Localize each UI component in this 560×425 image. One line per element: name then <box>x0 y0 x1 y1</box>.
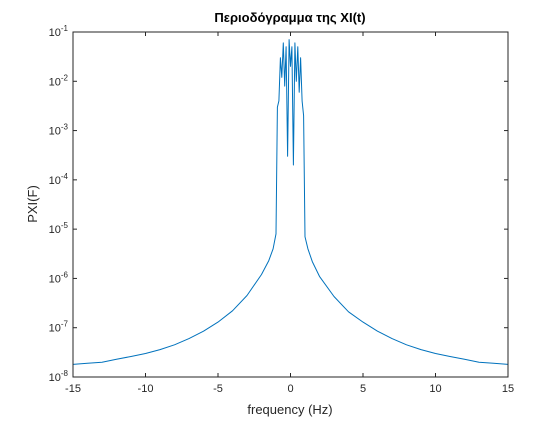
y-tick-label: 10-3 <box>49 123 69 138</box>
series-layer <box>72 39 509 365</box>
y-tick-label: 10-2 <box>49 73 69 88</box>
plot-area <box>73 32 508 377</box>
y-tick-label: 10-8 <box>49 369 69 384</box>
chart-title: Περιοδόγραμμα της XI(t) <box>214 10 365 25</box>
x-tick-label: 5 <box>360 383 366 395</box>
y-tick-label: 10-4 <box>49 172 69 187</box>
y-tick-label: 10-6 <box>49 270 69 285</box>
x-tick-label: -5 <box>213 383 223 395</box>
x-axis-label: frequency (Hz) <box>247 402 332 417</box>
y-tick-label: 10-1 <box>49 24 69 39</box>
axes-box <box>72 31 509 378</box>
x-tick-label: -10 <box>138 383 154 395</box>
y-tick-label: 10-5 <box>49 221 69 236</box>
x-tick-label: 10 <box>429 383 441 395</box>
x-tick-label: 15 <box>502 383 514 395</box>
x-tick-label: -15 <box>65 383 81 395</box>
y-axis-label: PXI(F) <box>25 185 40 223</box>
y-tick-label: 10-7 <box>49 320 69 335</box>
series-line-0 <box>72 39 509 365</box>
x-tick-label: 0 <box>287 383 293 395</box>
